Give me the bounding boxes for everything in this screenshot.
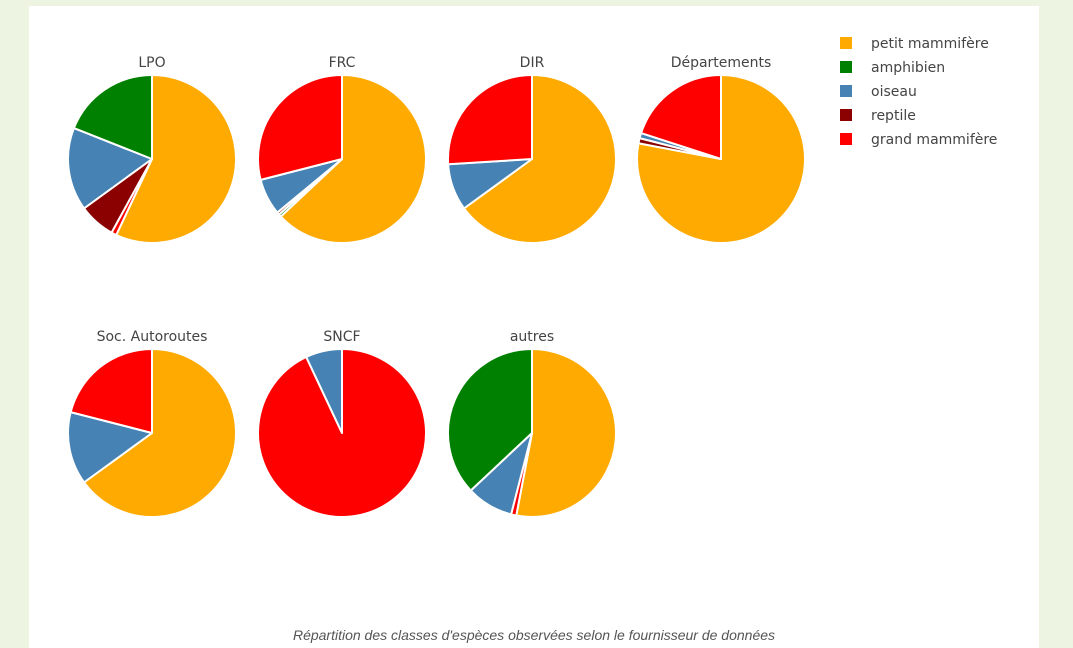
legend-label-reptile[interactable]: reptile	[871, 108, 916, 124]
pie-slice-lpo-oiseau[interactable]	[67, 127, 153, 210]
pie-slice-soc-autoroutes-grand-mammifere[interactable]	[69, 348, 153, 434]
pie-slice-lpo-petit-mammifere[interactable]	[115, 74, 237, 244]
legend-swatch-reptile[interactable]	[840, 109, 852, 121]
legend: petit mammifère amphibien oiseau reptile gra…	[840, 36, 997, 148]
legend-label-amphibien[interactable]: amphibien	[871, 60, 945, 76]
pie-slice-dir-petit-mammifere[interactable]	[463, 74, 617, 244]
pie-lpo: LPO	[67, 55, 237, 244]
figure-caption: Répartition des classes d'espèces observ…	[292, 627, 776, 643]
legend-label-grand-mammifere[interactable]: grand mammifère	[871, 132, 997, 148]
pie-autres: autres	[447, 329, 617, 518]
pie-slice-departements-grand-mammifere[interactable]	[640, 74, 722, 160]
pie-slice-soc-autoroutes-petit-mammifere[interactable]	[83, 348, 237, 518]
legend-swatch-grand-mammifere[interactable]	[840, 133, 852, 145]
pie-title-frc: FRC	[329, 55, 356, 71]
pie-slice-frc-petit-mammifere[interactable]	[279, 74, 427, 244]
pie-title-sncf: SNCF	[323, 329, 360, 345]
pie-title-autres: autres	[510, 329, 554, 345]
pie-soc-autoroutes: Soc. Autoroutes	[67, 329, 237, 518]
pie-slice-autres-amphibien[interactable]	[447, 348, 533, 492]
pie-charts-figure: LPO FRC DIR Départements Soc. Autoroutes SNCF…	[67, 36, 997, 518]
pie-frc: FRC	[257, 55, 427, 244]
pie-departements: Départements	[636, 55, 806, 244]
legend-swatch-amphibien[interactable]	[840, 61, 852, 73]
pie-slice-departements-petit-mammifere[interactable]	[636, 74, 806, 244]
pie-title-lpo: LPO	[138, 55, 165, 71]
pie-sncf: SNCF	[257, 329, 427, 518]
pie-title-dir: DIR	[520, 55, 545, 71]
pie-title-soc-autoroutes: Soc. Autoroutes	[97, 329, 208, 345]
pie-slice-sncf-oiseau[interactable]	[305, 348, 343, 434]
legend-swatch-petit-mammifere[interactable]	[840, 37, 852, 49]
legend-swatch-oiseau[interactable]	[840, 85, 852, 97]
pie-title-departements: Départements	[671, 55, 772, 71]
pie-slice-soc-autoroutes-oiseau[interactable]	[67, 411, 153, 484]
pie-slice-lpo-amphibien[interactable]	[72, 74, 153, 160]
chart-panel: LPO FRC DIR Départements Soc. Autoroutes SNCF…	[29, 6, 1039, 648]
pie-slice-frc-grand-mammifere[interactable]	[257, 74, 343, 181]
pie-slice-dir-grand-mammifere[interactable]	[447, 74, 533, 166]
legend-label-petit-mammifere[interactable]: petit mammifère	[871, 36, 989, 52]
pie-dir: DIR	[447, 55, 617, 244]
pie-slice-autres-petit-mammifere[interactable]	[515, 348, 617, 518]
legend-label-oiseau[interactable]: oiseau	[871, 84, 917, 100]
